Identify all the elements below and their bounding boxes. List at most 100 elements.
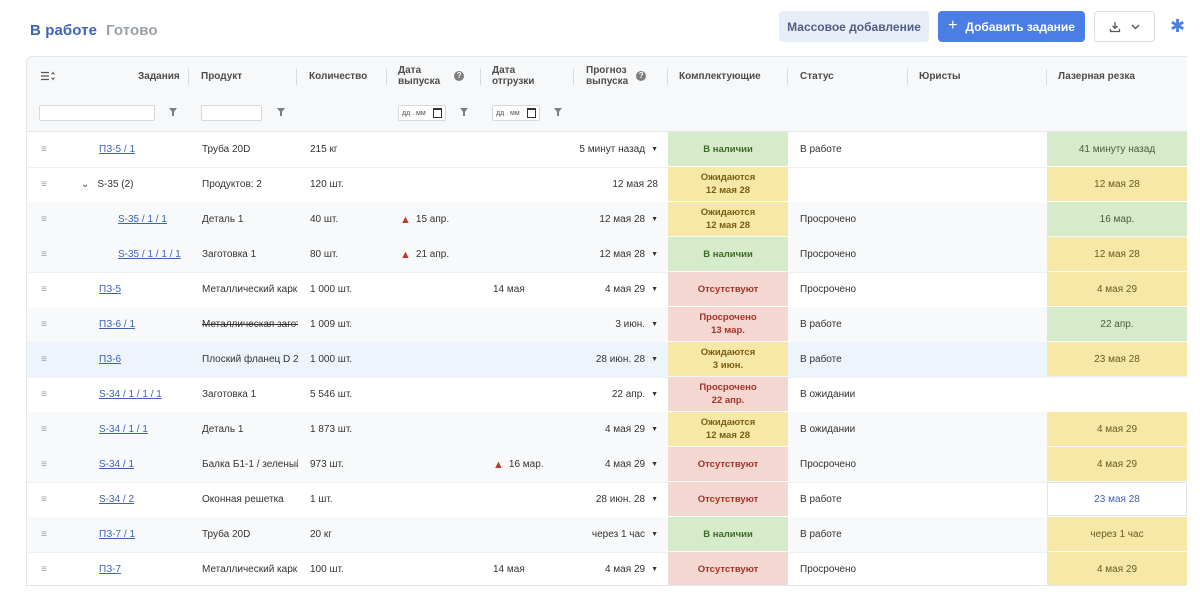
task-name[interactable]: S-34 / 2 [99, 494, 135, 505]
task-link[interactable]: S-34 / 2 [99, 482, 134, 517]
forecast-cell[interactable]: 12 мая 28 [574, 167, 658, 202]
task-link[interactable]: S-35 / 1 / 1 / 1 [118, 237, 181, 272]
drag-handle-icon[interactable]: ≡ [41, 424, 47, 435]
table-row[interactable]: ≡ ПЗ-5 / 1 Труба 20D 215 кг 5 минут назад ▼ В … [27, 132, 1187, 168]
table-row[interactable]: ≡ ПЗ-7 / 1 Труба 20D 20 кг через 1 час ▼ В нал… [27, 517, 1187, 553]
caret-down-icon[interactable]: ▼ [651, 146, 658, 153]
filter-icon[interactable] [460, 108, 468, 116]
header-ship-date[interactable]: Дата отгрузки [492, 57, 534, 95]
task-link[interactable]: S-35 / 1 / 1 [118, 202, 167, 237]
caret-down-icon[interactable]: ▼ [651, 251, 658, 258]
caret-down-icon[interactable]: ▼ [651, 566, 658, 573]
forecast-cell[interactable]: 4 мая 29 ▼ [574, 412, 658, 447]
task-link[interactable]: ПЗ-5 / 1 [99, 132, 135, 167]
drag-handle-icon[interactable]: ≡ [41, 494, 47, 505]
table-row[interactable]: ≡ ⌄ S-35 (2) Продуктов: 2 120 шт. 12 мая 28 Ож… [27, 167, 1187, 203]
forecast-cell[interactable]: через 1 час ▼ [574, 517, 658, 552]
calendar-icon[interactable] [433, 108, 442, 118]
tab-in-progress[interactable]: В работе [30, 22, 98, 39]
drag-handle-icon[interactable]: ≡ [41, 319, 47, 330]
task-link[interactable]: ПЗ-6 [99, 342, 121, 377]
tab-done[interactable]: Готово [106, 22, 158, 39]
task-name[interactable]: ПЗ-6 / 1 [99, 319, 136, 330]
table-row[interactable]: ≡ S-34 / 2 Оконная решетка 1 шт. 28 июн. 28 ▼… [27, 482, 1187, 518]
table-row[interactable]: ≡ S-34 / 1 / 1 Деталь 1 1 873 шт. 4 мая 29 ▼ О… [27, 412, 1187, 448]
drag-handle-icon[interactable]: ≡ [41, 459, 47, 470]
calendar-icon[interactable] [527, 108, 536, 118]
caret-down-icon[interactable]: ▼ [651, 391, 658, 398]
task-name[interactable]: S-35 / 1 / 1 [118, 214, 167, 225]
task-link[interactable]: ПЗ-7 / 1 [99, 517, 135, 552]
task-link[interactable]: S-34 / 1 / 1 [99, 412, 148, 447]
forecast-cell[interactable]: 12 мая 28 ▼ [574, 202, 658, 237]
forecast-cell[interactable]: 28 июн. 28 ▼ [574, 342, 658, 377]
header-components[interactable]: Комплектующие [679, 70, 761, 82]
drag-handle-icon[interactable]: ≡ [41, 529, 47, 540]
table-row[interactable]: ≡ S-35 / 1 / 1 / 1 Заготовка 1 80 шт. ▲ 21 ап… [27, 237, 1187, 273]
caret-down-icon[interactable]: ▼ [651, 461, 658, 468]
task-name[interactable]: S-35 / 1 / 1 / 1 [118, 249, 181, 260]
drag-handle-icon[interactable]: ≡ [41, 249, 47, 260]
table-row[interactable]: ≡ ПЗ-6 Плоский фланец D 2 1 000 шт. 28 июн. … [27, 342, 1187, 378]
task-name[interactable]: ПЗ-7 [99, 564, 122, 575]
filter-icon[interactable] [277, 108, 285, 116]
task-link[interactable]: ПЗ-7 [99, 552, 122, 585]
task-name[interactable]: S-34 / 1 / 1 [99, 424, 148, 435]
table-row[interactable]: ≡ S-34 / 1 Балка Б1-1 / зеленый 973 шт. ▲ 16 … [27, 447, 1187, 483]
forecast-cell[interactable]: 28 июн. 28 ▼ [574, 482, 658, 517]
settings-icon[interactable]: ✱ [1170, 16, 1186, 36]
forecast-cell[interactable]: 4 мая 29 ▼ [574, 272, 658, 307]
forecast-cell[interactable]: 12 мая 28 ▼ [574, 237, 658, 272]
task-link[interactable]: ПЗ-6 / 1 [99, 307, 135, 342]
task-filter-input[interactable] [39, 105, 155, 121]
release-date-filter[interactable]: дд . мм [398, 105, 446, 121]
drag-handle-icon[interactable]: ≡ [41, 179, 47, 190]
task-name[interactable]: S-34 / 1 [99, 459, 135, 470]
drag-handle-icon[interactable]: ≡ [41, 564, 47, 575]
task-name[interactable]: ПЗ-5 / 1 [99, 144, 136, 155]
download-menu-button[interactable] [1094, 11, 1155, 42]
forecast-cell[interactable]: 22 апр. ▼ [574, 377, 658, 412]
caret-down-icon[interactable]: ▼ [651, 426, 658, 433]
table-row[interactable]: ≡ ПЗ-7 Металлический каркас 100 шт. 14 мая 4 … [27, 552, 1187, 585]
bulk-add-button[interactable]: Массовое добавление [779, 11, 929, 42]
help-icon[interactable]: ? [636, 71, 647, 81]
drag-handle-icon[interactable]: ≡ [41, 214, 47, 225]
forecast-cell[interactable]: 4 мая 29 ▼ [574, 447, 658, 482]
help-icon[interactable]: ? [454, 71, 465, 81]
forecast-cell[interactable]: 5 минут назад ▼ [574, 132, 658, 167]
drag-handle-icon[interactable]: ≡ [41, 354, 47, 365]
drag-handle-icon[interactable]: ≡ [41, 284, 47, 295]
task-link[interactable]: S-34 / 1 [99, 447, 134, 482]
table-row[interactable]: ≡ S-34 / 1 / 1 / 1 Заготовка 1 5 546 шт. 22 … [27, 377, 1187, 413]
column-settings-icon[interactable] [41, 57, 55, 95]
forecast-cell[interactable]: 4 мая 29 ▼ [574, 552, 658, 585]
ship-date-filter[interactable]: дд . мм [492, 105, 540, 121]
drag-handle-icon[interactable]: ≡ [41, 144, 47, 155]
task-link[interactable]: ПЗ-5 [99, 272, 121, 307]
task-name[interactable]: ПЗ-5 [99, 284, 122, 295]
header-product[interactable]: Продукт [201, 70, 243, 82]
header-lawyers[interactable]: Юристы [919, 70, 961, 82]
header-tasks[interactable]: Задания [138, 70, 180, 82]
filter-icon[interactable] [554, 108, 562, 116]
task-group[interactable]: ⌄ S-35 (2) [81, 167, 134, 202]
task-name[interactable]: S-34 / 1 / 1 / 1 [99, 389, 162, 400]
caret-down-icon[interactable]: ▼ [651, 216, 658, 223]
table-row[interactable]: ≡ ПЗ-5 Металлический каркас 1 000 шт. 14 мая… [27, 272, 1187, 308]
header-laser-cutting[interactable]: Лазерная резка [1058, 70, 1135, 82]
task-name[interactable]: ПЗ-7 / 1 [99, 529, 136, 540]
header-quantity[interactable]: Количество [309, 70, 368, 82]
caret-down-icon[interactable]: ▼ [651, 496, 658, 503]
task-name[interactable]: ПЗ-6 [99, 354, 122, 365]
caret-down-icon[interactable]: ▼ [651, 321, 658, 328]
filter-icon[interactable] [169, 108, 177, 116]
caret-down-icon[interactable]: ▼ [651, 356, 658, 363]
caret-down-icon[interactable]: ▼ [651, 286, 658, 293]
chevron-down-icon[interactable]: ⌄ [81, 179, 90, 190]
table-row[interactable]: ≡ ПЗ-6 / 1 Металлическая заготовка 1 009 шт… [27, 307, 1187, 343]
header-status[interactable]: Статус [800, 70, 834, 82]
table-row[interactable]: ≡ S-35 / 1 / 1 Деталь 1 40 шт. ▲ 15 апр. 12 ма… [27, 202, 1187, 238]
header-forecast[interactable]: Прогноз выпуска ? [586, 57, 647, 95]
forecast-cell[interactable]: 3 июн. ▼ [574, 307, 658, 342]
